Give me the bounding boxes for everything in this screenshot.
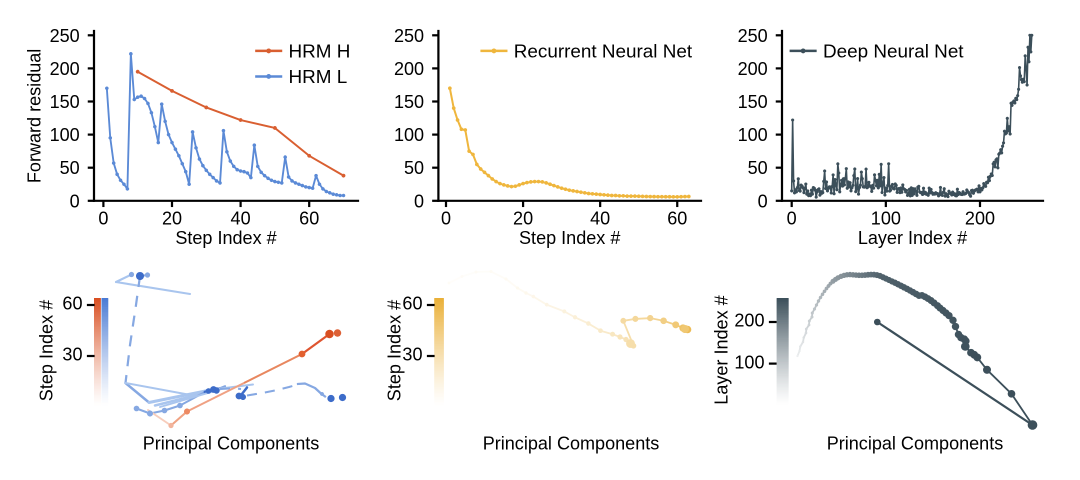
svg-text:Step Index #: Step Index # <box>37 300 57 401</box>
svg-text:100: 100 <box>871 208 901 228</box>
svg-text:150: 150 <box>50 92 80 112</box>
svg-text:0: 0 <box>758 191 768 211</box>
svg-text:Step Index #: Step Index # <box>175 228 276 248</box>
svg-text:Recurrent Neural Net: Recurrent Neural Net <box>514 42 693 63</box>
svg-text:0: 0 <box>441 208 451 228</box>
svg-text:20: 20 <box>513 208 533 228</box>
svg-text:Forward residual: Forward residual <box>24 49 44 183</box>
svg-text:Deep Neural Net: Deep Neural Net <box>823 42 964 63</box>
svg-text:200: 200 <box>965 208 995 228</box>
svg-text:150: 150 <box>738 92 768 112</box>
svg-text:0: 0 <box>98 208 108 228</box>
svg-text:50: 50 <box>404 158 424 178</box>
svg-text:0: 0 <box>787 208 797 228</box>
svg-text:Layer Index #: Layer Index # <box>858 228 967 248</box>
svg-text:60: 60 <box>402 294 422 314</box>
svg-text:Step Index #: Step Index # <box>385 300 405 401</box>
svg-text:200: 200 <box>394 59 424 79</box>
svg-text:60: 60 <box>62 294 82 314</box>
svg-text:20: 20 <box>162 208 182 228</box>
svg-text:30: 30 <box>402 345 422 365</box>
svg-text:40: 40 <box>590 208 610 228</box>
svg-text:50: 50 <box>748 158 768 178</box>
svg-text:100: 100 <box>394 125 424 145</box>
svg-text:60: 60 <box>667 208 687 228</box>
svg-text:50: 50 <box>60 158 80 178</box>
svg-text:150: 150 <box>394 92 424 112</box>
svg-text:0: 0 <box>70 191 80 211</box>
svg-text:Step Index #: Step Index # <box>519 228 620 248</box>
svg-text:Principal Components: Principal Components <box>483 434 660 454</box>
svg-text:HRM H: HRM H <box>289 42 351 63</box>
svg-text:Layer Index #: Layer Index # <box>712 295 732 404</box>
svg-text:Principal Components: Principal Components <box>827 434 1004 454</box>
svg-text:0: 0 <box>414 191 424 211</box>
svg-text:200: 200 <box>734 311 764 331</box>
svg-text:250: 250 <box>50 26 80 46</box>
svg-text:100: 100 <box>734 352 764 372</box>
svg-text:60: 60 <box>299 208 319 228</box>
svg-text:100: 100 <box>50 125 80 145</box>
svg-text:40: 40 <box>231 208 251 228</box>
svg-text:HRM L: HRM L <box>289 67 348 88</box>
svg-text:Principal Components: Principal Components <box>143 434 320 454</box>
svg-text:100: 100 <box>738 125 768 145</box>
svg-text:250: 250 <box>394 26 424 46</box>
svg-text:250: 250 <box>738 26 768 46</box>
svg-text:30: 30 <box>62 345 82 365</box>
svg-text:200: 200 <box>738 59 768 79</box>
svg-text:200: 200 <box>50 59 80 79</box>
